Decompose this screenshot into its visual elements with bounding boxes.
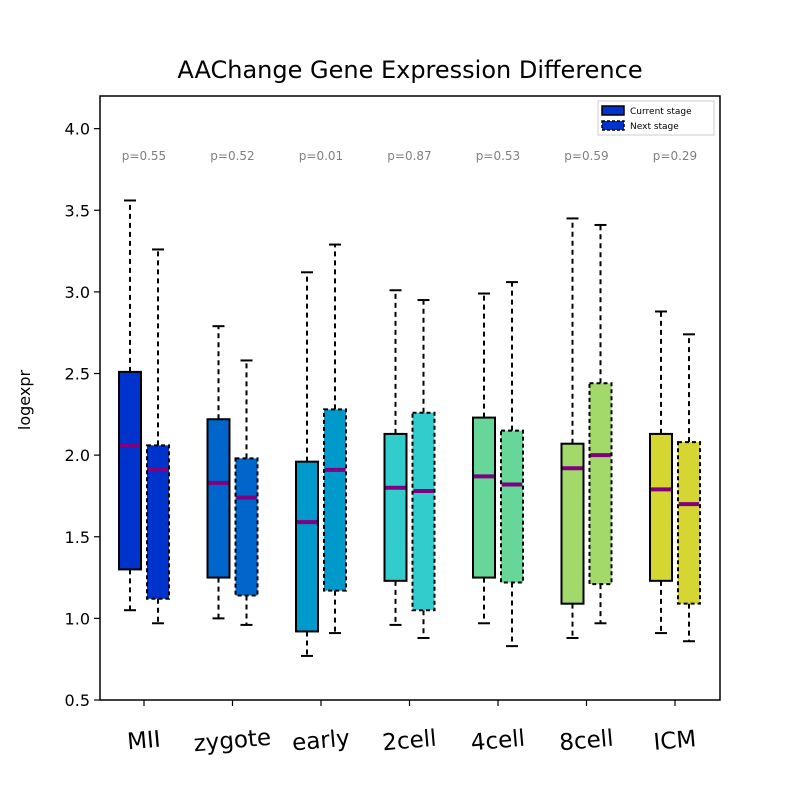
box-current xyxy=(118,370,142,571)
plot-area: 0.51.01.52.02.53.03.54.0MIIp=0.55zygotep… xyxy=(65,95,721,757)
box-current xyxy=(649,432,673,582)
y-tick-label: 2.0 xyxy=(65,446,90,465)
box-current xyxy=(383,432,408,582)
box-next xyxy=(234,457,259,597)
p-value-label: p=0.59 xyxy=(564,149,608,163)
y-tick-label: 1.0 xyxy=(65,609,90,628)
box-next xyxy=(588,382,613,586)
x-tick-label: early xyxy=(291,726,351,757)
x-tick-label: ICM xyxy=(653,726,698,756)
chart-title: AAChange Gene Expression Difference xyxy=(177,56,642,84)
y-tick-label: 1.5 xyxy=(65,528,90,547)
box-next xyxy=(146,444,170,600)
legend-swatch xyxy=(601,120,625,131)
y-tick-label: 3.0 xyxy=(65,283,90,302)
box-current xyxy=(560,442,585,605)
box-next xyxy=(411,411,436,612)
x-tick-label: 4cell xyxy=(470,726,526,757)
box-current xyxy=(206,418,231,579)
p-value-label: p=0.01 xyxy=(299,149,343,163)
box-current xyxy=(295,460,319,633)
p-value-label: p=0.53 xyxy=(476,149,520,163)
box-next xyxy=(500,429,524,584)
y-axis-label: logexpr xyxy=(15,370,34,431)
x-tick-label: MII xyxy=(126,727,162,756)
legend-label: Current stage xyxy=(630,107,692,117)
y-tick-label: 2.5 xyxy=(65,365,90,384)
legend-label: Next stage xyxy=(630,122,679,132)
box-current xyxy=(472,416,496,579)
legend-swatch xyxy=(601,105,625,116)
y-tick-label: 4.0 xyxy=(65,120,90,139)
p-value-label: p=0.52 xyxy=(210,149,254,163)
x-tick-label: 2cell xyxy=(381,726,437,757)
y-tick-label: 0.5 xyxy=(65,691,90,710)
box-next xyxy=(677,441,701,605)
x-tick-label: 8cell xyxy=(558,726,614,757)
y-tick-label: 3.5 xyxy=(65,201,90,220)
box-next xyxy=(323,408,347,592)
p-value-label: p=0.87 xyxy=(387,149,431,163)
p-value-label: p=0.29 xyxy=(653,149,697,163)
p-value-label: p=0.55 xyxy=(122,149,166,163)
